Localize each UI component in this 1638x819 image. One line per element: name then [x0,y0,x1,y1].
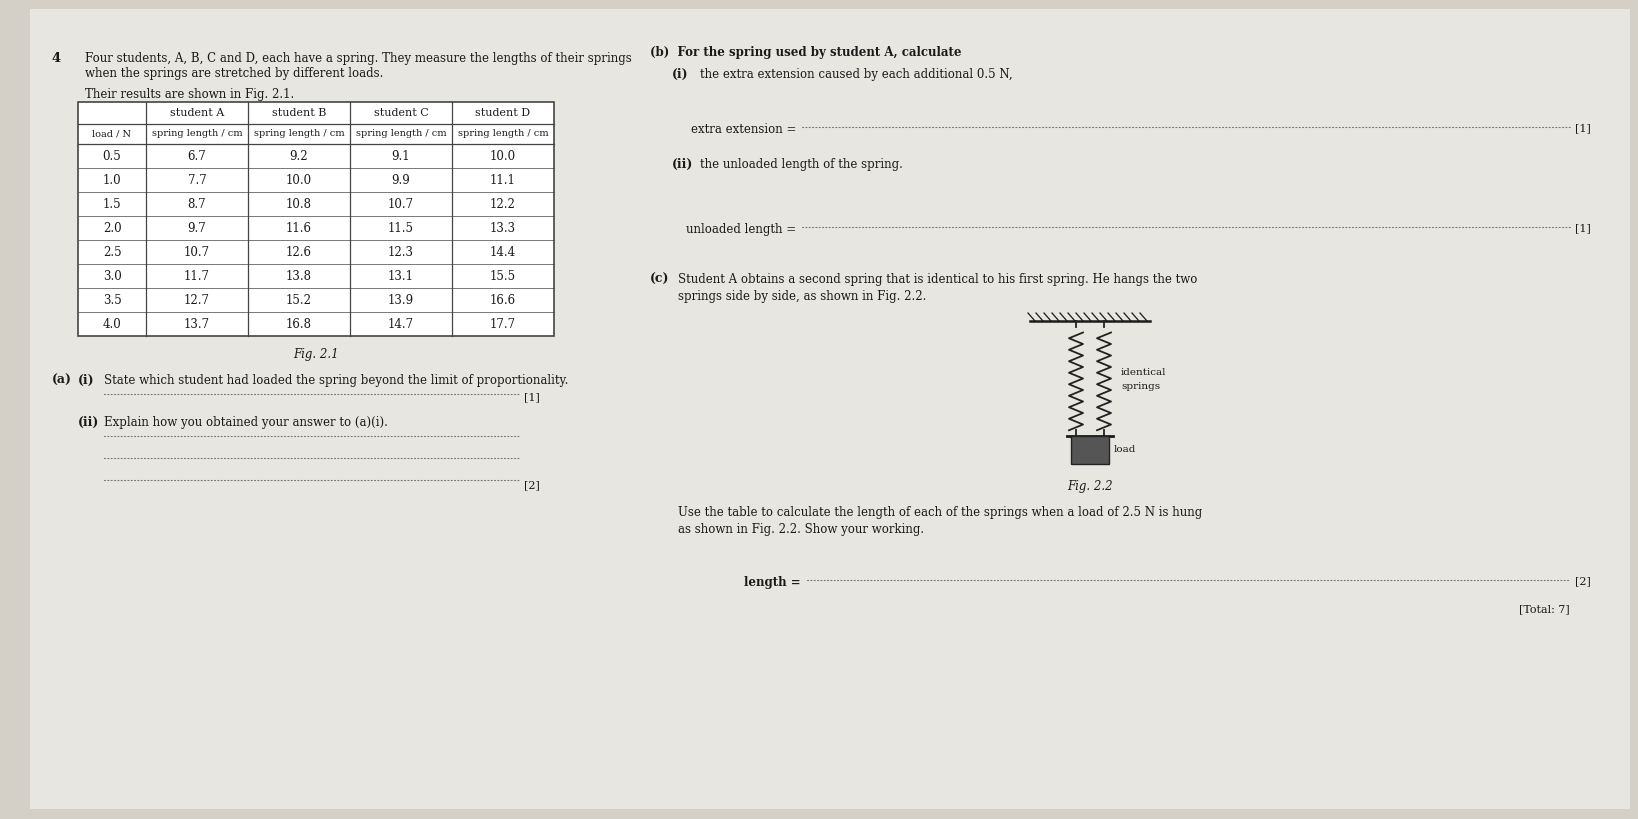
Text: 10.8: 10.8 [287,197,311,210]
Text: [2]: [2] [524,480,541,490]
Text: 11.6: 11.6 [287,221,311,234]
Text: 11.7: 11.7 [183,269,210,283]
Text: [1]: [1] [524,392,541,402]
Text: Use the table to calculate the length of each of the springs when a load of 2.5 : Use the table to calculate the length of… [678,506,1202,519]
Text: (ii): (ii) [672,158,693,171]
Text: (c): (c) [650,273,670,286]
Text: 4: 4 [52,52,61,65]
Text: 9.9: 9.9 [391,174,411,187]
Text: 16.6: 16.6 [490,293,516,306]
Text: the unloaded length of the spring.: the unloaded length of the spring. [699,158,903,171]
Text: 1.0: 1.0 [103,174,121,187]
Text: 10.7: 10.7 [388,197,414,210]
Text: as shown in Fig. 2.2. Show your working.: as shown in Fig. 2.2. Show your working. [678,523,924,536]
Text: 3.0: 3.0 [103,269,121,283]
Text: 11.5: 11.5 [388,221,414,234]
Bar [79,102,554,336]
Text: length =: length = [744,576,804,589]
Text: 2.5: 2.5 [103,246,121,259]
Text: 13.1: 13.1 [388,269,414,283]
Text: 9.1: 9.1 [391,150,410,162]
Text: (a): (a) [52,374,72,387]
Text: 10.0: 10.0 [490,150,516,162]
Text: 12.2: 12.2 [490,197,516,210]
Text: 10.0: 10.0 [287,174,313,187]
Text: 0.5: 0.5 [103,150,121,162]
Text: student C: student C [373,108,429,118]
Text: spring length / cm: spring length / cm [254,129,344,138]
Text: unloaded length =: unloaded length = [686,223,799,236]
Text: 14.7: 14.7 [388,318,414,331]
Text: Fig. 2.1: Fig. 2.1 [293,348,339,361]
Text: (i): (i) [79,374,95,387]
Text: Their results are shown in Fig. 2.1.: Their results are shown in Fig. 2.1. [85,88,295,101]
Text: 1.5: 1.5 [103,197,121,210]
Text: 13.7: 13.7 [183,318,210,331]
Text: Four students, A, B, C and D, each have a spring. They measure the lengths of th: Four students, A, B, C and D, each have … [85,52,632,65]
Text: when the springs are stretched by different loads.: when the springs are stretched by differ… [85,67,383,80]
Text: Explain how you obtained your answer to (a)(i).: Explain how you obtained your answer to … [103,416,388,429]
Text: [1]: [1] [1576,223,1590,233]
Text: (b)  For the spring used by student A, calculate: (b) For the spring used by student A, ca… [650,46,962,59]
Bar [79,102,554,336]
Text: [2]: [2] [1576,576,1590,586]
Text: extra extension =: extra extension = [691,123,799,136]
Text: 8.7: 8.7 [188,197,206,210]
Text: [1]: [1] [1576,123,1590,133]
Text: State which student had loaded the spring beyond the limit of proportionality.: State which student had loaded the sprin… [103,374,568,387]
Text: 9.7: 9.7 [188,221,206,234]
Bar [1071,436,1109,464]
Text: spring length / cm: spring length / cm [457,129,549,138]
Text: Student A obtains a second spring that is identical to his first spring. He hang: Student A obtains a second spring that i… [678,273,1197,286]
Text: (ii): (ii) [79,416,100,429]
Text: student D: student D [475,108,531,118]
Text: springs: springs [1120,382,1160,391]
Text: 12.6: 12.6 [287,246,311,259]
Text: 14.4: 14.4 [490,246,516,259]
Text: 6.7: 6.7 [188,150,206,162]
Text: 16.8: 16.8 [287,318,311,331]
Text: springs side by side, as shown in Fig. 2.2.: springs side by side, as shown in Fig. 2… [678,290,927,303]
Text: 9.2: 9.2 [290,150,308,162]
Text: load: load [1114,446,1137,455]
Text: the extra extension caused by each additional 0.5 N,: the extra extension caused by each addit… [699,68,1012,81]
Text: 7.7: 7.7 [188,174,206,187]
Text: 12.3: 12.3 [388,246,414,259]
Text: identical: identical [1120,368,1166,377]
Text: 15.5: 15.5 [490,269,516,283]
Text: 11.1: 11.1 [490,174,516,187]
Text: spring length / cm: spring length / cm [152,129,242,138]
Text: 13.9: 13.9 [388,293,414,306]
Text: 3.5: 3.5 [103,293,121,306]
Text: 15.2: 15.2 [287,293,311,306]
Text: (i): (i) [672,68,688,81]
Text: 17.7: 17.7 [490,318,516,331]
Text: 4.0: 4.0 [103,318,121,331]
Text: 10.7: 10.7 [183,246,210,259]
Text: 13.3: 13.3 [490,221,516,234]
Text: 12.7: 12.7 [183,293,210,306]
Text: Fig. 2.2: Fig. 2.2 [1068,480,1112,493]
Text: student B: student B [272,108,326,118]
Text: student A: student A [170,108,224,118]
Text: [Total: 7]: [Total: 7] [1520,604,1569,614]
Text: 13.8: 13.8 [287,269,311,283]
Text: 2.0: 2.0 [103,221,121,234]
Text: load / N: load / N [92,129,131,138]
Text: spring length / cm: spring length / cm [355,129,446,138]
